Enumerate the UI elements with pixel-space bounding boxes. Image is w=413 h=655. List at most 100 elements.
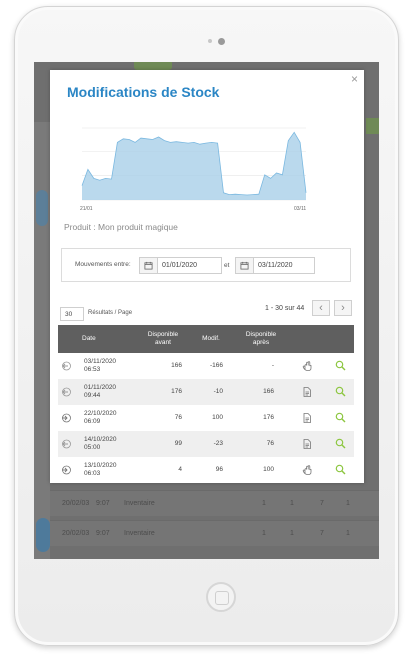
chart-x-label: 21/01 [80, 206, 93, 212]
table-row: 13/10/2020 06:03 4 96 100 [58, 457, 354, 483]
chart-x-label: 03/11 [294, 206, 306, 212]
column-after: Disponible après [238, 331, 284, 347]
row-before: 166 [171, 362, 182, 369]
row-modif: 100 [212, 414, 223, 421]
prev-page-button[interactable]: ‹ [312, 300, 330, 316]
background-row-value: 1 [290, 530, 294, 537]
chart-line [81, 131, 307, 196]
row-modif: -166 [209, 362, 223, 369]
background-row-value: 1 [346, 500, 350, 507]
column-before-line1: Disponible [147, 331, 179, 338]
stock-out-icon [61, 361, 71, 371]
row-date: 22/10/2020 06:09 [84, 410, 117, 426]
row-date-day: 01/11/2020 [84, 384, 117, 391]
row-date: 03/11/2020 06:53 [84, 358, 116, 374]
row-after: - [271, 362, 274, 369]
stock-modal: × Modifications de Stock 21/01 03/11 Prod… [50, 70, 364, 483]
date-from-field[interactable]: 01/01/2020 [139, 257, 222, 274]
row-before: 176 [171, 388, 182, 395]
movements-filter: Mouvements entre: 01/01/2020 et 03/11/20… [61, 248, 351, 282]
row-modif: -10 [213, 388, 223, 395]
row-date-day: 22/10/2020 [84, 410, 117, 417]
date-from-value: 01/01/2020 [162, 262, 198, 269]
background-row-value: 7 [320, 530, 324, 537]
sensor-dot [208, 39, 212, 43]
search-icon[interactable] [335, 386, 346, 397]
column-after-line1: Disponible [245, 331, 277, 338]
background-row-time: 9:07 [96, 500, 110, 507]
pagination-range: 1 - 30 sur 44 [265, 305, 305, 312]
calendar-icon[interactable] [236, 258, 254, 273]
background-row-name: Inventaire [124, 530, 155, 537]
row-date: 01/11/2020 09:44 [84, 384, 116, 400]
row-date-time: 06:03 [84, 470, 101, 477]
and-label: et [224, 262, 230, 269]
chart-area [82, 132, 306, 200]
background-row-date: 20/02/03 [62, 530, 90, 537]
background-row-date: 20/02/03 [62, 500, 90, 507]
background-row-value: 1 [290, 500, 294, 507]
search-icon[interactable] [335, 438, 346, 449]
column-before-line2: avant [155, 339, 171, 346]
hand-icon[interactable] [301, 360, 313, 372]
stock-in-icon [61, 413, 71, 423]
background-row: 20/02/03 9:07 Inventaire 1 1 7 1 [50, 490, 379, 516]
background-row-value: 1 [262, 530, 266, 537]
row-before: 76 [174, 414, 182, 421]
per-page-label: Résultats / Page [88, 310, 133, 316]
background-row-time: 9:07 [96, 530, 110, 537]
camera-icon [218, 38, 225, 45]
search-icon[interactable] [335, 360, 346, 371]
row-date-day: 03/11/2020 [84, 358, 117, 365]
background-top-tab [134, 62, 172, 70]
row-date-time: 06:09 [84, 418, 101, 425]
background-sidebar-icon [36, 190, 48, 226]
home-button[interactable] [206, 582, 236, 612]
hand-icon[interactable] [301, 464, 313, 476]
product-label: Produit : Mon produit magique [64, 222, 178, 232]
date-to-field[interactable]: 03/11/2020 [235, 257, 315, 274]
row-date-day: 14/10/2020 [84, 436, 117, 443]
background-sidebar [34, 122, 50, 559]
row-before: 99 [174, 440, 182, 447]
background-green-badge [366, 118, 379, 134]
background-sidebar-bottom [34, 492, 50, 559]
next-page-button[interactable]: › [334, 300, 352, 316]
row-date: 13/10/2020 06:03 [84, 462, 117, 478]
stock-in-icon [61, 465, 71, 475]
stock-out-icon [61, 387, 71, 397]
table-row: 22/10/2020 06:09 76 100 176 [58, 405, 354, 431]
background-row-value: 1 [262, 500, 266, 507]
table-row: 14/10/2020 05:00 99 -23 76 [58, 431, 354, 457]
document-icon[interactable] [301, 412, 313, 424]
document-icon[interactable] [301, 386, 313, 398]
background-row-name: Inventaire [124, 500, 155, 507]
stock-out-icon [61, 439, 71, 449]
background-row-value: 7 [320, 500, 324, 507]
search-icon[interactable] [335, 464, 346, 475]
row-date-time: 06:53 [84, 366, 101, 373]
row-modif: -23 [213, 440, 223, 447]
close-icon[interactable]: × [350, 72, 358, 86]
background-row-value: 1 [346, 530, 350, 537]
row-after: 176 [263, 414, 274, 421]
column-modif: Modif. [202, 335, 220, 342]
column-before: Disponible avant [140, 331, 186, 347]
calendar-icon[interactable] [140, 258, 158, 273]
row-before: 4 [178, 466, 182, 473]
row-after: 100 [263, 466, 274, 473]
modal-title: Modifications de Stock [67, 84, 220, 100]
search-icon[interactable] [335, 412, 346, 423]
row-date: 14/10/2020 05:00 [84, 436, 117, 452]
stock-chart: 21/01 03/11 [80, 127, 307, 212]
background-sidebar-icon [36, 518, 50, 552]
row-date-time: 05:00 [84, 444, 101, 451]
row-after: 166 [263, 388, 274, 395]
row-date-day: 13/10/2020 [84, 462, 117, 469]
screen: 20/02/03 9:07 Inventaire 1 1 7 1 20/02/0… [34, 62, 379, 559]
date-to-value: 03/11/2020 [258, 262, 293, 269]
movements-label: Mouvements entre: [75, 261, 131, 268]
row-modif: 96 [215, 466, 223, 473]
document-icon[interactable] [301, 438, 313, 450]
per-page-input[interactable]: 30 [60, 307, 84, 321]
